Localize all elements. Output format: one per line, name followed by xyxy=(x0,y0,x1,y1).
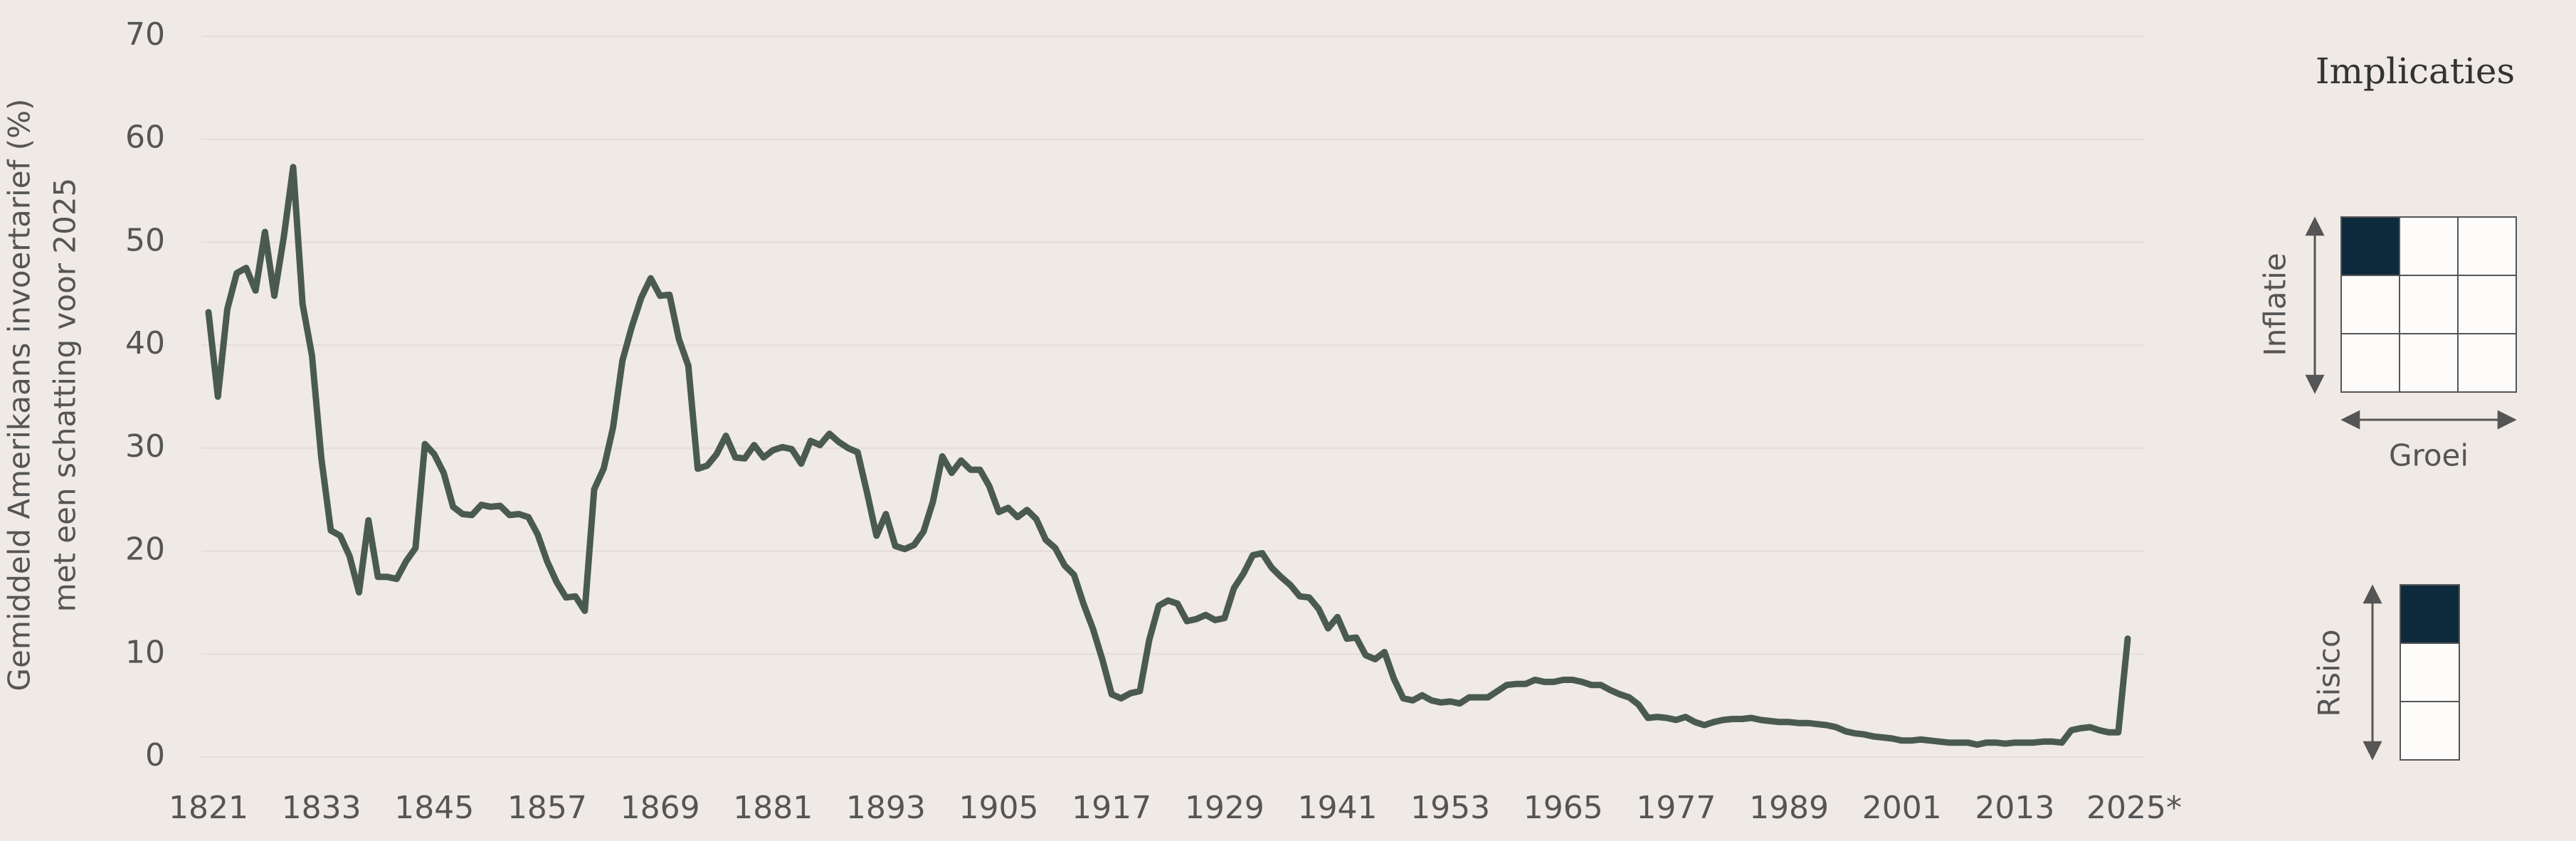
y-tick-label: 30 xyxy=(125,428,165,465)
inflation-label: Inflatie xyxy=(2258,253,2293,356)
cell xyxy=(2457,275,2517,334)
cell xyxy=(2340,333,2400,393)
cell xyxy=(2399,333,2459,393)
x-tick-label: 1929 xyxy=(1185,790,1265,826)
x-tick-label: 2013 xyxy=(1975,790,2054,826)
x-tick-label: 1941 xyxy=(1297,790,1377,826)
y-tick-label: 0 xyxy=(145,737,165,773)
x-tick-label: 1881 xyxy=(733,790,813,826)
y-tick-label: 70 xyxy=(125,16,165,53)
x-tick-label: 2025* xyxy=(2086,790,2182,826)
cell xyxy=(2399,275,2459,334)
x-tick-label: 1965 xyxy=(1524,790,1603,826)
x-tick-label: 1977 xyxy=(1636,790,1716,826)
x-tick-label: 1893 xyxy=(846,790,926,826)
x-tick-label: 1917 xyxy=(1072,790,1151,826)
growth-label: Groei xyxy=(2389,438,2469,473)
y-tick-label: 50 xyxy=(125,222,165,258)
y-tick-label: 20 xyxy=(125,531,165,568)
x-tick-label: 1833 xyxy=(282,790,361,826)
x-tick-label: 1857 xyxy=(507,790,587,826)
cell xyxy=(2399,216,2459,276)
y-axis-title: met een schatting voor 2025 xyxy=(48,178,83,613)
x-tick-label: 1989 xyxy=(1749,790,1829,826)
implications-panel: Implicaties Inflatie Groei Risico xyxy=(2258,51,2517,761)
x-tick-label: 1905 xyxy=(959,790,1039,826)
cell xyxy=(2400,584,2460,644)
cell xyxy=(2340,275,2400,334)
panel-title: Implicaties xyxy=(2316,51,2515,92)
line xyxy=(205,164,2131,749)
x-tick-label: 1953 xyxy=(1410,790,1490,826)
cell xyxy=(2340,216,2400,276)
x-tick-label: 1869 xyxy=(621,790,700,826)
x-tick-label: 1845 xyxy=(394,790,474,826)
cell xyxy=(2400,642,2460,702)
y-tick-label: 10 xyxy=(125,634,165,670)
risk-label: Risico xyxy=(2312,629,2347,716)
matrix xyxy=(2340,216,2517,393)
x-tick-label: 1821 xyxy=(169,790,248,826)
cell xyxy=(2457,216,2517,276)
plot: 0 10 20 30 40 50 60 70 1821 1833 1845 1857 1869 1881 1… xyxy=(125,16,2182,826)
cell xyxy=(2457,333,2517,393)
y-tick-label: 60 xyxy=(125,120,165,156)
y-tick-label: 40 xyxy=(125,325,165,361)
cell xyxy=(2400,701,2460,761)
x-tick-label: 2001 xyxy=(1862,790,1942,826)
y-axis-title: Gemiddeld Amerikaans invoertarief (%) xyxy=(2,99,37,692)
